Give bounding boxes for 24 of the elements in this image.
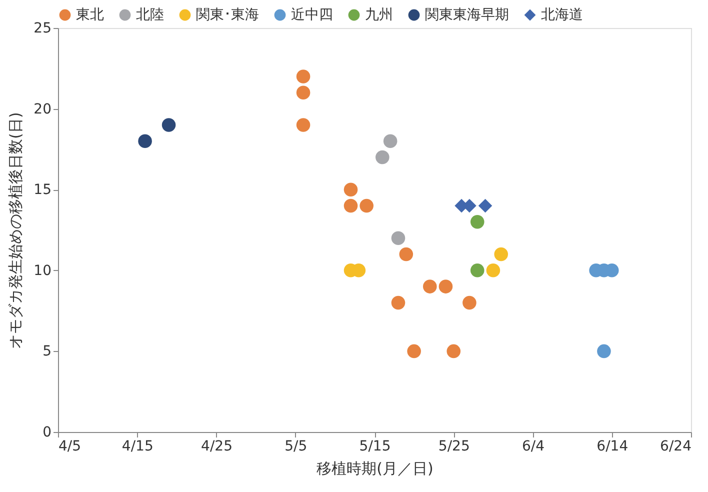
x-tick-label: 5/15: [359, 438, 391, 454]
legend-label: 関東･東海: [196, 7, 259, 23]
x-tick-label: 5/5: [284, 438, 308, 454]
legend-label: 九州: [365, 7, 393, 23]
y-tick-label: 25: [34, 20, 52, 36]
legend-label: 東北: [76, 7, 104, 23]
x-tick-label: 6/14: [596, 438, 628, 454]
x-axis-title: 移植時期(月／日): [316, 460, 434, 478]
legend-label: 関東東海早期: [425, 7, 509, 23]
y-tick-label: 5: [42, 344, 52, 360]
x-tick-label: 4/25: [201, 438, 232, 454]
x-tick-label: 4/5: [58, 438, 82, 454]
legend-label: 近中四: [291, 7, 333, 23]
y-tick-label: 15: [34, 182, 52, 198]
y-tick-label: 20: [34, 101, 52, 118]
legend-label: 北海道: [541, 7, 583, 23]
y-tick-label: 10: [34, 262, 52, 279]
y-tick-label: 0: [42, 424, 52, 440]
legend-label: 北陸: [136, 7, 164, 23]
x-tick-label: 4/15: [122, 438, 154, 454]
x-tick-label: 6/24: [660, 438, 692, 454]
y-axis-title: オモダカ発生始めの移植後日数(日): [6, 112, 25, 349]
x-tick-label: 6/4: [522, 438, 545, 454]
x-tick-label: 5/25: [438, 438, 470, 454]
